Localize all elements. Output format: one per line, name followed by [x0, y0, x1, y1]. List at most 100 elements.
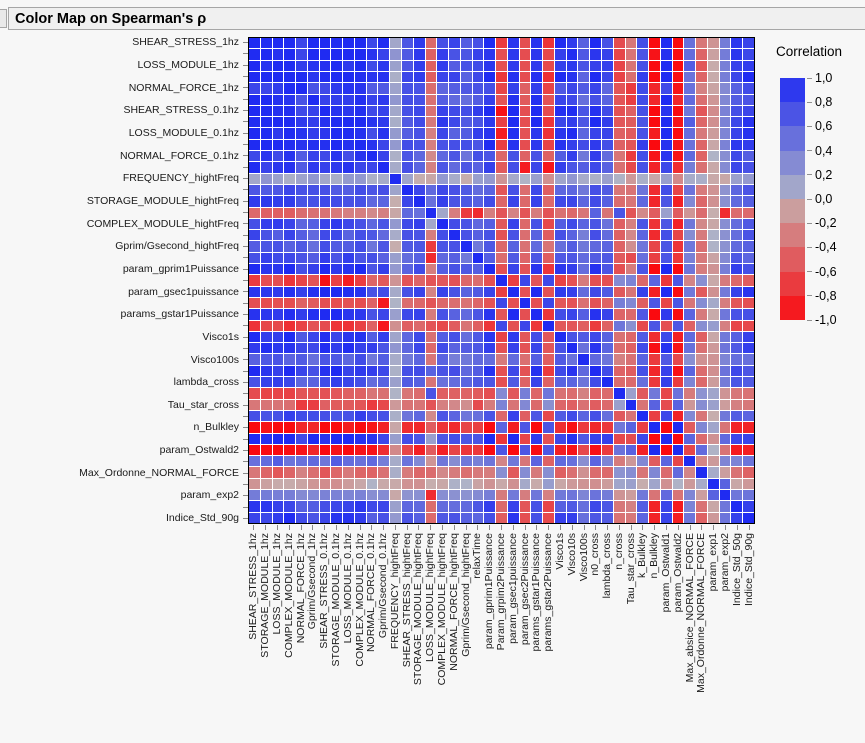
heatmap-cell[interactable]: [543, 309, 554, 320]
heatmap-cell[interactable]: [354, 230, 366, 241]
heatmap-cell[interactable]: [578, 478, 590, 490]
heatmap-cell[interactable]: [401, 410, 413, 422]
heatmap-cell[interactable]: [460, 60, 472, 71]
heatmap-cell[interactable]: [602, 275, 613, 286]
heatmap-cell[interactable]: [531, 218, 543, 230]
heatmap-cell[interactable]: [284, 264, 296, 275]
heatmap-cell[interactable]: [378, 241, 390, 252]
heatmap-cell[interactable]: [401, 309, 413, 320]
heatmap-cell[interactable]: [531, 94, 543, 105]
heatmap-cell[interactable]: [319, 456, 331, 467]
heatmap-cell[interactable]: [731, 388, 743, 399]
heatmap-cell[interactable]: [249, 275, 260, 286]
heatmap-cell[interactable]: [260, 309, 272, 320]
heatmap-cell[interactable]: [354, 38, 366, 49]
heatmap-cell[interactable]: [449, 184, 460, 196]
heatmap-cell[interactable]: [449, 196, 460, 207]
heatmap-cell[interactable]: [366, 196, 378, 207]
heatmap-cell[interactable]: [554, 49, 566, 60]
heatmap-cell[interactable]: [707, 456, 719, 467]
heatmap-cell[interactable]: [437, 433, 449, 444]
heatmap-cell[interactable]: [390, 83, 401, 94]
heatmap-cell[interactable]: [519, 388, 531, 399]
heatmap-cell[interactable]: [566, 60, 578, 71]
heatmap-cell[interactable]: [460, 490, 472, 501]
heatmap-cell[interactable]: [696, 264, 707, 275]
heatmap-cell[interactable]: [307, 196, 319, 207]
heatmap-cell[interactable]: [696, 275, 707, 286]
heatmap-cell[interactable]: [554, 422, 566, 433]
heatmap-cell[interactable]: [602, 331, 613, 343]
heatmap-cell[interactable]: [590, 71, 602, 83]
heatmap-cell[interactable]: [366, 388, 378, 399]
heatmap-cell[interactable]: [331, 343, 343, 354]
heatmap-cell[interactable]: [354, 83, 366, 94]
heatmap-cell[interactable]: [602, 377, 613, 388]
heatmap-cell[interactable]: [719, 388, 731, 399]
heatmap-cell[interactable]: [319, 286, 331, 297]
heatmap-cell[interactable]: [531, 467, 543, 478]
heatmap-cell[interactable]: [472, 60, 484, 71]
heatmap-cell[interactable]: [319, 309, 331, 320]
heatmap-cell[interactable]: [672, 38, 684, 49]
heatmap-cell[interactable]: [496, 343, 507, 354]
heatmap-cell[interactable]: [496, 388, 507, 399]
heatmap-cell[interactable]: [484, 94, 496, 105]
heatmap-cell[interactable]: [460, 184, 472, 196]
heatmap-cell[interactable]: [331, 184, 343, 196]
heatmap-cell[interactable]: [378, 218, 390, 230]
heatmap-cell[interactable]: [390, 218, 401, 230]
heatmap-cell[interactable]: [284, 49, 296, 60]
heatmap-cell[interactable]: [437, 444, 449, 456]
heatmap-cell[interactable]: [449, 377, 460, 388]
heatmap-cell[interactable]: [437, 117, 449, 128]
heatmap-cell[interactable]: [637, 512, 649, 523]
heatmap-cell[interactable]: [602, 433, 613, 444]
heatmap-cell[interactable]: [531, 184, 543, 196]
heatmap-cell[interactable]: [507, 343, 519, 354]
heatmap-cell[interactable]: [649, 512, 660, 523]
heatmap-cell[interactable]: [390, 309, 401, 320]
heatmap-cell[interactable]: [331, 388, 343, 399]
heatmap-cell[interactable]: [272, 196, 284, 207]
heatmap-cell[interactable]: [649, 241, 660, 252]
heatmap-cell[interactable]: [260, 422, 272, 433]
heatmap-cell[interactable]: [249, 241, 260, 252]
heatmap-cell[interactable]: [319, 320, 331, 331]
heatmap-cell[interactable]: [684, 264, 696, 275]
heatmap-cell[interactable]: [366, 309, 378, 320]
heatmap-cell[interactable]: [437, 456, 449, 467]
heatmap-cell[interactable]: [613, 252, 625, 264]
heatmap-cell[interactable]: [249, 478, 260, 490]
heatmap-cell[interactable]: [684, 320, 696, 331]
heatmap-cell[interactable]: [413, 173, 425, 184]
heatmap-cell[interactable]: [484, 444, 496, 456]
heatmap-cell[interactable]: [625, 139, 637, 151]
heatmap-cell[interactable]: [707, 128, 719, 139]
heatmap-cell[interactable]: [390, 275, 401, 286]
heatmap-cell[interactable]: [554, 501, 566, 512]
heatmap-cell[interactable]: [284, 162, 296, 173]
heatmap-cell[interactable]: [566, 38, 578, 49]
heatmap-cell[interactable]: [307, 49, 319, 60]
heatmap-cell[interactable]: [719, 60, 731, 71]
heatmap-cell[interactable]: [390, 264, 401, 275]
heatmap-cell[interactable]: [272, 388, 284, 399]
heatmap-cell[interactable]: [684, 173, 696, 184]
heatmap-cell[interactable]: [449, 467, 460, 478]
heatmap-cell[interactable]: [401, 264, 413, 275]
heatmap-cell[interactable]: [637, 71, 649, 83]
heatmap-cell[interactable]: [249, 286, 260, 297]
heatmap-cell[interactable]: [566, 105, 578, 117]
heatmap-cell[interactable]: [637, 184, 649, 196]
heatmap-cell[interactable]: [519, 38, 531, 49]
heatmap-cell[interactable]: [307, 433, 319, 444]
heatmap-cell[interactable]: [472, 71, 484, 83]
heatmap-cell[interactable]: [566, 410, 578, 422]
heatmap-cell[interactable]: [637, 422, 649, 433]
heatmap-cell[interactable]: [696, 128, 707, 139]
heatmap-cell[interactable]: [554, 456, 566, 467]
heatmap-cell[interactable]: [507, 94, 519, 105]
heatmap-cell[interactable]: [343, 184, 354, 196]
heatmap-cell[interactable]: [531, 422, 543, 433]
